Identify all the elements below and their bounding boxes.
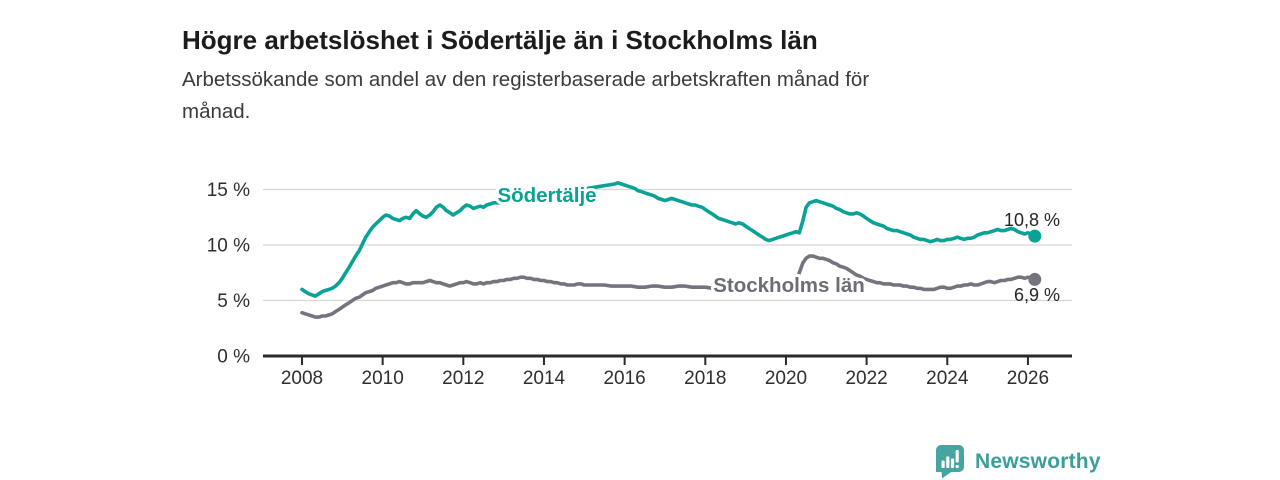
chart-subtitle-line-1: Arbetssökande som andel av den registerb… <box>182 68 870 91</box>
x-tick-label-2010: 2010 <box>362 368 404 389</box>
series-end-dot-sodertalje <box>1028 229 1042 243</box>
end-value-label-stockholms-lan: 6,9 % <box>1014 285 1060 305</box>
x-tick-label-2008: 2008 <box>281 368 323 389</box>
chart-subtitle: Arbetssökande som andel av den registerb… <box>182 64 1042 128</box>
footer-branding: Newsworthy <box>936 445 1101 479</box>
x-tick-label-2026: 2026 <box>1007 368 1049 389</box>
y-tick-label-15: 15 % <box>207 180 250 201</box>
series-end-dot-stockholms-lan <box>1028 272 1042 286</box>
chart-subtitle-line-2: månad. <box>182 100 251 123</box>
x-tick-label-2014: 2014 <box>523 368 566 389</box>
x-tick-label-2022: 2022 <box>845 368 887 389</box>
newsworthy-logo-icon <box>936 445 964 479</box>
logo-bars-glyph <box>941 450 959 468</box>
chart-title: Högre arbetslöshet i Södertälje än i Sto… <box>182 25 818 56</box>
series-line-sodertalje <box>300 181 1037 298</box>
newsworthy-wordmark: Newsworthy <box>975 450 1101 473</box>
series-label-stockholms-lan: Stockholms län <box>713 274 865 297</box>
y-tick-label-10: 10 % <box>207 236 250 257</box>
x-tick-label-2024: 2024 <box>926 368 969 389</box>
y-tick-label-0: 0 % <box>217 347 250 368</box>
x-tick-label-2012: 2012 <box>442 368 484 389</box>
y-tick-label-5: 5 % <box>217 291 250 312</box>
x-tick-label-2016: 2016 <box>603 368 645 389</box>
x-tick-label-2018: 2018 <box>684 368 726 389</box>
series-label-sodertalje: Södertälje <box>497 184 596 207</box>
series-line-stockholms-lan <box>300 254 1037 319</box>
x-tick-label-2020: 2020 <box>765 368 807 389</box>
end-value-label-sodertalje: 10,8 % <box>1004 210 1060 230</box>
